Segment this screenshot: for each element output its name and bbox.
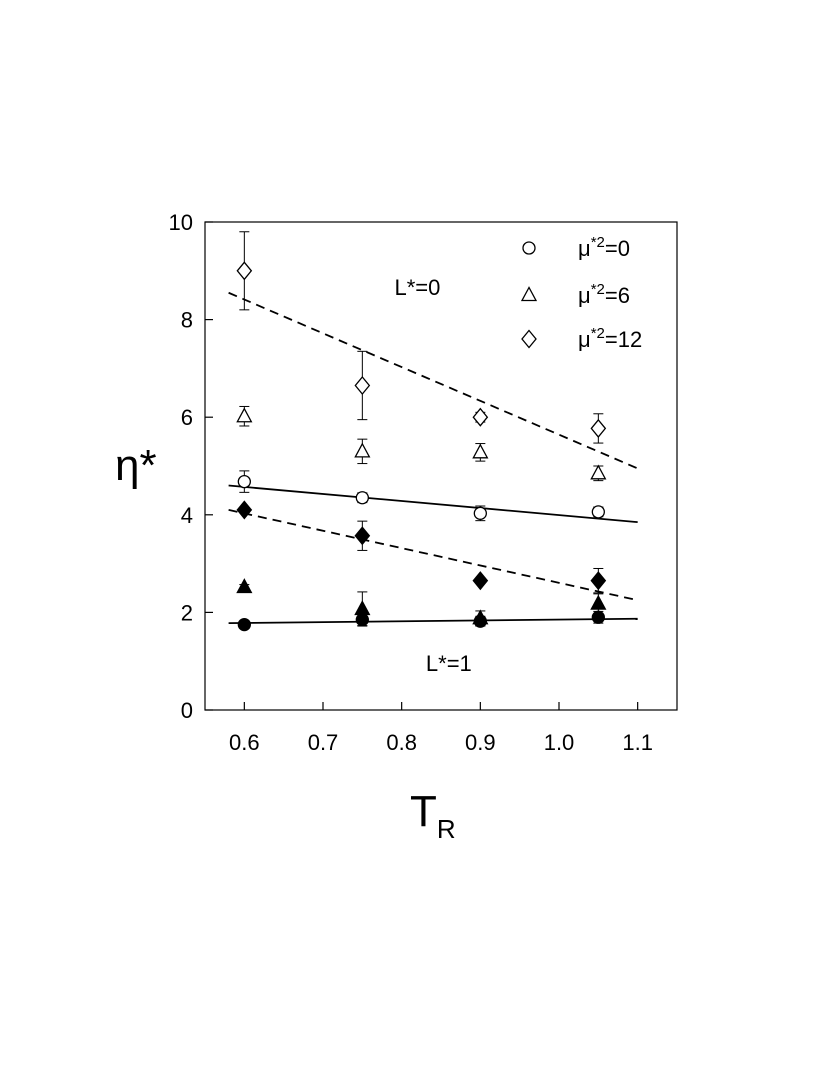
legend: μ*2=0 μ*2=6 μ*2=12 [520, 234, 642, 352]
open-diamond-point [472, 407, 489, 427]
plot-frame [204, 221, 678, 711]
legend-marker-diamond [521, 329, 537, 349]
legend-marker-triangle [520, 286, 538, 302]
open-triangle-point [472, 443, 489, 459]
filled-triangle-point [236, 578, 253, 594]
legend-triangle-marker [520, 286, 538, 302]
open-circle-point [237, 474, 251, 489]
legend-circle-marker [522, 241, 536, 255]
x-tick-label: 0.9 [465, 730, 496, 755]
filled-diamond-point [472, 571, 489, 591]
solid-fit-line [228, 617, 638, 625]
filled-triangle-point [354, 600, 371, 616]
y-tick-label: 10 [169, 210, 193, 235]
y-tick-label: 0 [181, 698, 193, 723]
legend-label-mu6: μ*2=6 [578, 281, 630, 308]
dashed-fit-line [228, 509, 638, 602]
filled-diamond-point [354, 526, 371, 546]
fit-lines [228, 291, 639, 625]
open-triangle-point [354, 442, 371, 458]
filled-circle-point [591, 610, 605, 624]
x-tick-label: 0.7 [308, 730, 339, 755]
open-triangle-point [236, 407, 253, 423]
legend-label-mu0: μ*2=0 [578, 234, 630, 261]
y-tick-label: 6 [181, 405, 193, 430]
legend-item-mu12: μ*2=12 [521, 325, 642, 352]
x-axis-title: TR [410, 787, 456, 844]
y-tick-label: 8 [181, 308, 193, 333]
filled-circle-point [355, 613, 369, 627]
data-points [236, 261, 607, 632]
open-triangle-point [590, 464, 607, 480]
y-tick-label: 2 [181, 600, 193, 625]
x-tick-label: 1.0 [544, 730, 575, 755]
x-axis: 0.6 0.7 0.8 0.9 1.0 1.1 [229, 702, 653, 755]
open-diamond-point [354, 375, 371, 396]
legend-diamond-marker [521, 329, 537, 349]
annotations: L*=0 L*=1 [394, 275, 471, 676]
legend-item-mu6: μ*2=6 [520, 281, 630, 308]
open-circle-point [591, 505, 605, 519]
solid-fit-line [228, 484, 638, 524]
legend-marker-circle [522, 241, 536, 255]
open-diamond-point [236, 261, 253, 281]
filled-triangle-point [590, 594, 607, 610]
legend-label-mu12: μ*2=12 [578, 325, 642, 352]
annotation-label: L*=1 [426, 651, 472, 676]
open-circle-point [473, 506, 487, 520]
open-diamond-point [590, 418, 607, 438]
x-tick-label: 1.1 [622, 730, 653, 755]
y-tick-label: 4 [181, 503, 193, 528]
y-axis: 0 2 4 6 8 10 [169, 210, 213, 723]
legend-item-mu0: μ*2=0 [522, 234, 630, 261]
dashed-fit-line [228, 291, 639, 470]
filled-diamond-point [590, 571, 607, 591]
annotation-label: L*=0 [394, 275, 440, 300]
filled-circle-point [237, 617, 251, 632]
open-circle-point [355, 491, 369, 505]
filled-triangle-point [472, 609, 489, 625]
x-axis-title-subscript: R [437, 814, 456, 844]
filled-diamond-point [236, 500, 253, 520]
x-axis-title-main: T [410, 787, 437, 836]
x-tick-label: 0.8 [386, 730, 417, 755]
x-tick-label: 0.6 [229, 730, 260, 755]
y-axis-title: η* [115, 441, 157, 490]
